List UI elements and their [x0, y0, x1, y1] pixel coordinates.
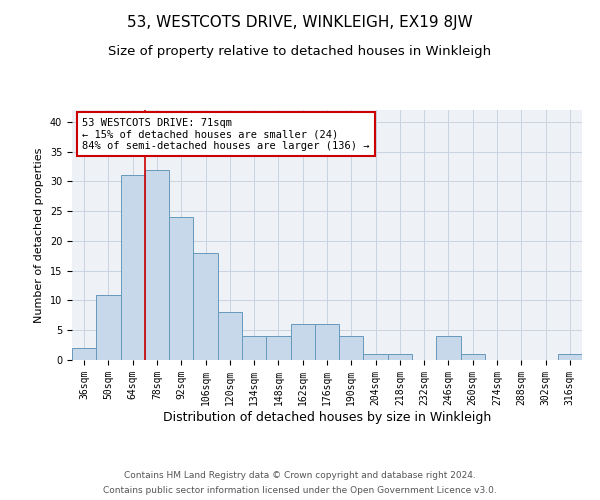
Bar — [266, 336, 290, 360]
Bar — [315, 324, 339, 360]
Bar — [461, 354, 485, 360]
Text: Contains HM Land Registry data © Crown copyright and database right 2024.: Contains HM Land Registry data © Crown c… — [124, 471, 476, 480]
X-axis label: Distribution of detached houses by size in Winkleigh: Distribution of detached houses by size … — [163, 410, 491, 424]
Y-axis label: Number of detached properties: Number of detached properties — [34, 148, 44, 322]
Bar — [364, 354, 388, 360]
Bar — [242, 336, 266, 360]
Bar — [436, 336, 461, 360]
Bar — [72, 348, 96, 360]
Bar — [558, 354, 582, 360]
Bar — [339, 336, 364, 360]
Bar — [290, 324, 315, 360]
Bar — [218, 312, 242, 360]
Bar — [121, 176, 145, 360]
Text: 53, WESTCOTS DRIVE, WINKLEIGH, EX19 8JW: 53, WESTCOTS DRIVE, WINKLEIGH, EX19 8JW — [127, 15, 473, 30]
Bar — [193, 253, 218, 360]
Text: Size of property relative to detached houses in Winkleigh: Size of property relative to detached ho… — [109, 45, 491, 58]
Bar — [145, 170, 169, 360]
Bar — [96, 294, 121, 360]
Text: 53 WESTCOTS DRIVE: 71sqm
← 15% of detached houses are smaller (24)
84% of semi-d: 53 WESTCOTS DRIVE: 71sqm ← 15% of detach… — [82, 118, 370, 150]
Text: Contains public sector information licensed under the Open Government Licence v3: Contains public sector information licen… — [103, 486, 497, 495]
Bar — [388, 354, 412, 360]
Bar — [169, 217, 193, 360]
